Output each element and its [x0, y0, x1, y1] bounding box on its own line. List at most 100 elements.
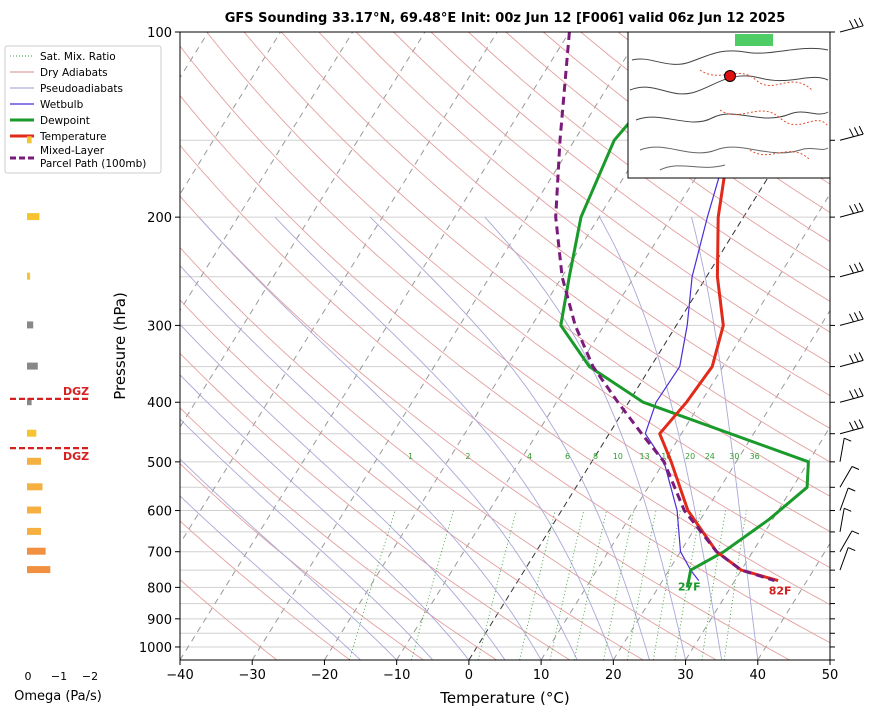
wind-barb	[839, 318, 864, 326]
mixing-ratio-line	[603, 510, 635, 660]
series-line-mixed-layer	[554, 32, 775, 583]
wind-barb-feather	[853, 18, 859, 28]
wind-barb-feather	[858, 17, 864, 27]
dry-adiabat-line	[180, 94, 830, 606]
x-tick-label: 40	[750, 668, 767, 683]
wind-barb-feather	[858, 352, 864, 361]
wind-barb-feather	[858, 387, 864, 397]
y-tick-label: 100	[147, 26, 172, 41]
wind-barb	[839, 438, 845, 462]
x-tick-label: −40	[166, 668, 193, 683]
dry-adiabat-line	[180, 520, 351, 660]
wind-barb	[839, 395, 864, 403]
wind-barb	[839, 487, 849, 511]
y-tick-label: 600	[147, 505, 172, 520]
axis-ticks: −40 −30 −20 −10 0 10 20 30 40 50 100 200 300 400 500 60…	[139, 26, 838, 683]
y-tick-label: 900	[147, 613, 172, 628]
legend-entry: Mixed-Layer Parcel Path (100mb)	[40, 145, 146, 170]
wind-barb-feather	[858, 310, 864, 320]
pseudoadiabat-line	[180, 264, 542, 660]
pseudoadiabat-line	[180, 495, 361, 660]
wind-barb-feather	[853, 263, 859, 273]
series-line-dewpoint	[559, 32, 810, 588]
wind-barb	[839, 25, 864, 33]
y-tick-label: 800	[147, 581, 172, 596]
wind-barb-feather	[849, 128, 854, 137]
legend-entry: Pseudoadiabats	[40, 83, 123, 95]
dry-adiabat-line	[180, 144, 830, 644]
wind-barb-feather	[858, 262, 864, 271]
omega-bar	[27, 457, 41, 465]
x-tick-label: −20	[311, 668, 338, 683]
isotherm-line	[396, 32, 787, 660]
wind-barb-feather	[849, 354, 854, 364]
wind-barb-feather	[848, 487, 856, 492]
mixing-ratio-line	[674, 510, 701, 660]
wind-barb	[839, 270, 864, 278]
wind-barb-feather	[858, 125, 864, 135]
mixing-ratio-label: 24	[705, 452, 715, 461]
omega-bar	[27, 321, 34, 329]
mixing-ratio-label: 10	[613, 452, 623, 461]
inset-map	[627, 31, 831, 179]
isotherm-line	[612, 309, 830, 660]
omega-bar	[27, 506, 41, 514]
legend-entry: Temperature	[39, 131, 107, 143]
dry-adiabat-line	[430, 32, 830, 333]
pseudoadiabat-line	[180, 458, 398, 660]
pseudoadiabat-line	[369, 216, 650, 660]
wind-barbs	[839, 17, 864, 571]
background-grid: 1 2 4 6 8 10 13 16 20 24 30 36	[180, 32, 830, 660]
y-tick-label: 200	[147, 211, 172, 226]
isotherm-line	[829, 659, 830, 660]
isotherm-line	[180, 32, 570, 660]
temperature-surface-label: 82F	[769, 585, 792, 598]
omega-tick-label: 0	[25, 670, 32, 683]
omega-bar	[27, 362, 38, 370]
mixing-ratio-label: 8	[593, 452, 598, 461]
omega-axis-label: Omega (Pa/s)	[14, 689, 102, 704]
wind-barb-feather	[858, 202, 864, 212]
isotherm-line	[685, 426, 830, 660]
pseudoadiabat-line	[274, 216, 614, 660]
omega-tick-label: −2	[82, 670, 98, 683]
isotherm-line	[251, 32, 643, 660]
mixing-ratio-label: 4	[527, 452, 532, 461]
x-axis-label: Temperature (°C)	[439, 689, 569, 707]
mixing-ratio-label: 2	[465, 452, 470, 461]
omega-bar	[27, 213, 40, 221]
pseudoadiabat-line	[180, 418, 434, 660]
annotations: 27F 82F	[678, 580, 792, 597]
isotherm-line	[324, 32, 715, 660]
wind-barb-feather	[853, 312, 859, 321]
legend-entry: Dry Adiabats	[40, 67, 108, 79]
pseudoadiabat-line	[180, 374, 470, 660]
mixing-ratio-line	[573, 510, 607, 660]
mixing-ratio-line	[477, 510, 517, 660]
mixing-ratio-label: 1	[408, 452, 413, 461]
wind-barb	[839, 359, 864, 368]
mixing-ratio-line	[626, 510, 657, 660]
omega-bar	[27, 566, 51, 574]
legend-entry: Wetbulb	[40, 99, 84, 111]
dry-adiabat-line	[180, 407, 497, 660]
dry-adiabat-line	[468, 32, 830, 302]
mixing-ratio-label: 30	[729, 452, 739, 461]
mixing-ratio-label: 36	[750, 452, 760, 461]
omega-panel: DGZ DGZ	[10, 136, 90, 574]
mixing-ratio-label: 16	[661, 452, 671, 461]
y-axis-label: Pressure (hPa)	[111, 292, 129, 400]
wind-barb-feather	[849, 421, 854, 431]
wind-barb	[839, 508, 845, 533]
plot-frame	[179, 31, 831, 661]
wind-barb-feather	[858, 419, 864, 428]
wind-barb	[839, 133, 864, 141]
dgz-label: DGZ	[63, 385, 89, 398]
legend-entry-line: Mixed-Layer	[40, 145, 105, 157]
pseudoadiabat-line	[691, 216, 759, 660]
wind-barb	[839, 547, 849, 571]
wind-barb-feather	[844, 507, 852, 512]
wind-barb-feather	[849, 313, 854, 323]
dry-adiabat-line	[243, 32, 830, 497]
